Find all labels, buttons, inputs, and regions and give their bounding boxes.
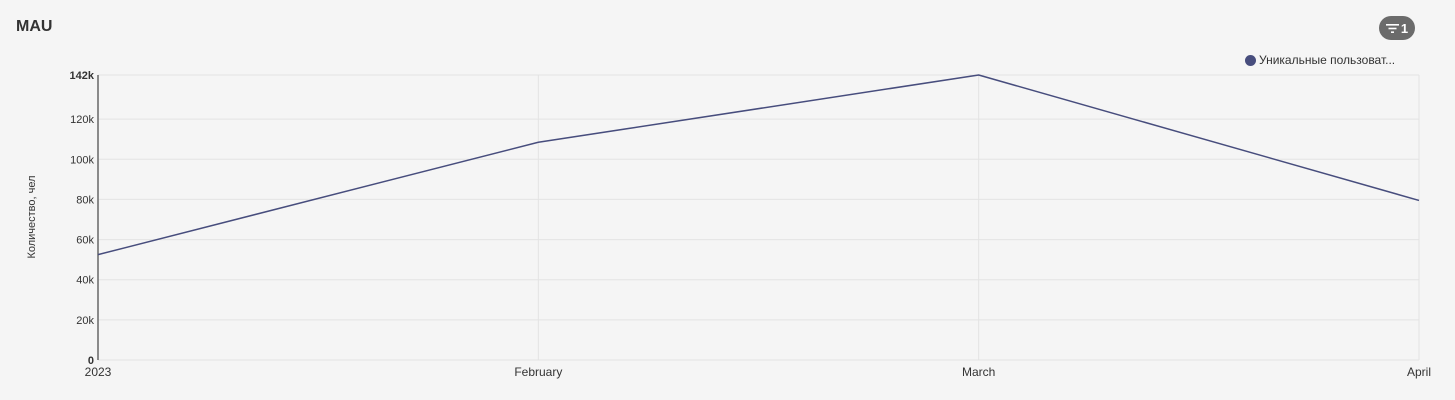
y-tick-labels: 0 20k 40k 60k 80k 100k 120k 142k (70, 70, 95, 367)
x-tick-label: March (962, 365, 995, 379)
x-tick-label: February (514, 365, 562, 379)
y-tick-label: 60k (76, 235, 94, 247)
y-tick-label: 40k (76, 275, 94, 287)
data-point[interactable] (95, 252, 101, 258)
legend-item[interactable]: Уникальные пользоват... (1245, 53, 1395, 67)
series (95, 72, 1422, 258)
y-tick-label: 0 (88, 355, 94, 367)
x-tick-label: 2023 (85, 365, 112, 379)
filter-icon (1385, 23, 1399, 33)
filter-button[interactable]: 1 (1379, 16, 1415, 40)
legend-marker (1245, 54, 1256, 66)
y-tick-label: 142k (70, 70, 95, 82)
data-point[interactable] (535, 139, 541, 145)
filter-count: 1 (1400, 20, 1409, 36)
x-tick-labels: 2023 February March April (85, 365, 1431, 379)
x-tick-label: April (1407, 365, 1431, 379)
grid (98, 74, 1420, 361)
y-tick-label: 20k (76, 315, 94, 327)
y-tick-label: 100k (70, 154, 94, 166)
data-point[interactable] (976, 72, 982, 78)
chart-title: MAU (16, 18, 53, 35)
legend-label: Уникальные пользоват... (1259, 53, 1396, 67)
y-tick-label: 120k (70, 114, 94, 126)
data-point[interactable] (1416, 197, 1422, 203)
y-tick-label: 80k (76, 194, 94, 206)
series-line[interactable] (97, 74, 1420, 256)
